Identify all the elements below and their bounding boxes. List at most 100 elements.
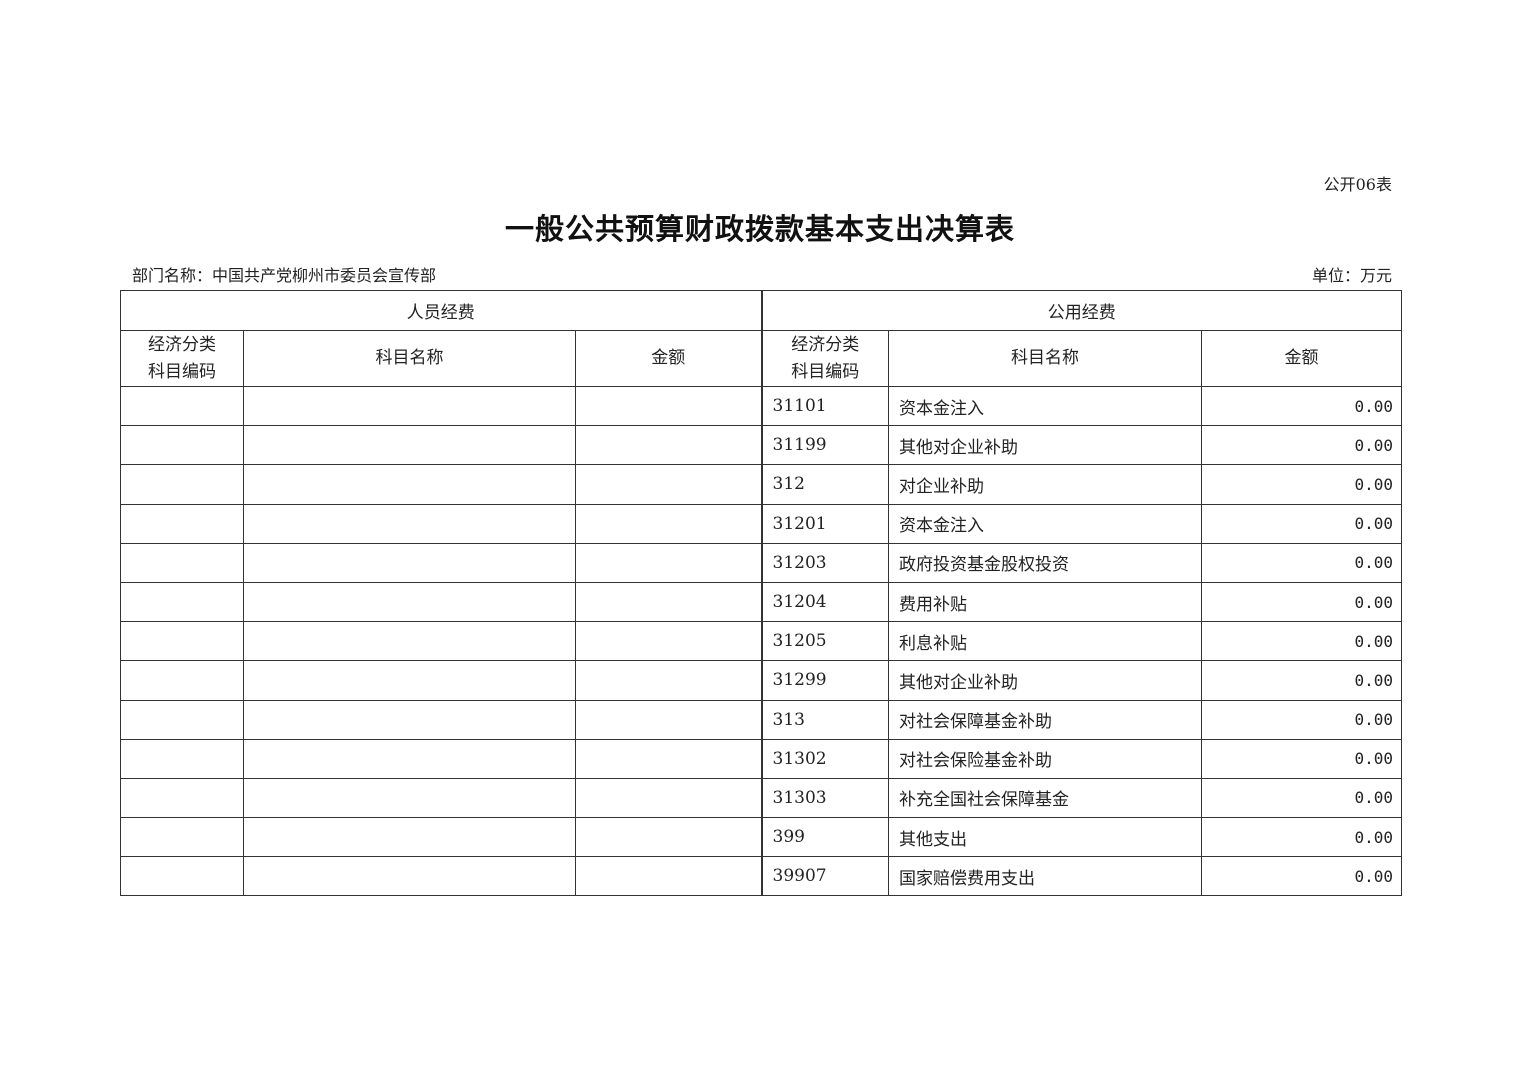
personnel-name-cell: [243, 738, 576, 779]
public-code-cell: 31205: [760, 621, 890, 662]
personnel-code-cell: [120, 464, 244, 505]
personnel-name-cell: [243, 385, 576, 427]
personnel-amount-cell: [574, 464, 763, 505]
table-row: 399 其他支出 0.00: [120, 817, 1403, 858]
group-header-public: 公用经费: [760, 290, 1403, 331]
personnel-amount-cell: [574, 856, 763, 897]
column-header-amount: 金额: [574, 330, 763, 387]
public-amount-cell: 0.00: [1201, 464, 1403, 505]
public-amount-cell: 0.00: [1201, 856, 1403, 897]
table-row: 31203 政府投资基金股权投资 0.00: [120, 542, 1403, 583]
public-amount-cell: 0.00: [1201, 699, 1403, 740]
public-name-cell: 对企业补助: [888, 464, 1203, 505]
public-code-cell: 399: [760, 817, 890, 858]
group-header-personnel: 人员经费: [119, 290, 763, 331]
public-amount-cell: 0.00: [1201, 777, 1403, 819]
public-name-cell: 利息补贴: [888, 621, 1203, 662]
table-row: 31101 资本金注入 0.00: [120, 385, 1403, 427]
public-code-cell: 31101: [760, 385, 890, 427]
column-header-amount: 金额: [1201, 330, 1403, 387]
personnel-amount-cell: [574, 699, 763, 740]
personnel-amount-cell: [574, 738, 763, 779]
table-row: 31302 对社会保险基金补助 0.00: [120, 738, 1403, 779]
public-name-cell: 资本金注入: [888, 385, 1203, 427]
public-amount-cell: 0.00: [1201, 385, 1403, 427]
personnel-amount-cell: [574, 425, 763, 466]
page-title: 一般公共预算财政拨款基本支出决算表: [504, 212, 1015, 246]
personnel-code-cell: [120, 817, 244, 858]
public-amount-cell: 0.00: [1201, 503, 1403, 544]
personnel-name-cell: [243, 856, 576, 897]
personnel-code-cell: [120, 621, 244, 662]
public-name-cell: 对社会保障基金补助: [888, 699, 1203, 740]
table-row: 39907 国家赔偿费用支出 0.00: [120, 856, 1403, 897]
public-code-cell: 31302: [760, 738, 890, 779]
public-amount-cell: 0.00: [1201, 621, 1403, 662]
personnel-amount-cell: [574, 542, 763, 583]
table-row: 31205 利息补贴 0.00: [120, 621, 1403, 662]
personnel-name-cell: [243, 660, 576, 701]
personnel-amount-cell: [574, 503, 763, 544]
public-name-cell: 资本金注入: [888, 503, 1203, 544]
table-row: 312 对企业补助 0.00: [120, 464, 1403, 505]
public-code-cell: 31303: [760, 777, 890, 819]
personnel-code-cell: [120, 856, 244, 897]
public-name-cell: 其他支出: [888, 817, 1203, 858]
personnel-code-cell: [120, 581, 244, 623]
table-row: 31204 费用补贴 0.00: [120, 581, 1403, 623]
table-row: 31303 补充全国社会保障基金 0.00: [120, 777, 1403, 819]
group-header-row: 人员经费 公用经费: [119, 290, 1403, 331]
column-header-name: 科目名称: [888, 330, 1203, 387]
public-name-cell: 其他对企业补助: [888, 660, 1203, 701]
column-header-name: 科目名称: [243, 330, 576, 387]
public-name-cell: 补充全国社会保障基金: [888, 777, 1203, 819]
public-name-cell: 国家赔偿费用支出: [888, 856, 1203, 897]
table-row: 31201 资本金注入 0.00: [120, 503, 1403, 544]
table-row: 313 对社会保障基金补助 0.00: [120, 699, 1403, 740]
public-name-cell: 其他对企业补助: [888, 425, 1203, 466]
public-amount-cell: 0.00: [1201, 738, 1403, 779]
personnel-code-cell: [120, 542, 244, 583]
personnel-amount-cell: [574, 581, 763, 623]
code-header-line2: 科目编码: [791, 361, 860, 382]
public-name-cell: 政府投资基金股权投资: [888, 542, 1203, 583]
public-name-cell: 对社会保险基金补助: [888, 738, 1203, 779]
form-number: 公开06表: [1323, 175, 1392, 194]
public-code-cell: 313: [760, 699, 890, 740]
public-amount-cell: 0.00: [1201, 660, 1403, 701]
expenditure-table: 人员经费 公用经费 经济分类科目编码 科目名称 金额 经济分类科目编码 科目名称…: [119, 290, 1403, 897]
public-code-cell: 39907: [760, 856, 890, 897]
public-code-cell: 31201: [760, 503, 890, 544]
public-name-cell: 费用补贴: [888, 581, 1203, 623]
personnel-code-cell: [120, 385, 244, 427]
personnel-amount-cell: [574, 660, 763, 701]
table-row: 31199 其他对企业补助 0.00: [120, 425, 1403, 466]
code-header-line2: 科目编码: [148, 361, 216, 382]
personnel-code-cell: [120, 738, 244, 779]
personnel-name-cell: [243, 777, 576, 819]
code-header-line1: 经济分类: [148, 334, 216, 355]
column-header-code: 经济分类 科目编码: [120, 330, 244, 387]
personnel-name-cell: [243, 542, 576, 583]
personnel-name-cell: [243, 817, 576, 858]
public-code-cell: 31199: [760, 425, 890, 466]
public-amount-cell: 0.00: [1201, 542, 1403, 583]
public-code-cell: 312: [760, 464, 890, 505]
personnel-code-cell: [120, 777, 244, 819]
personnel-amount-cell: [574, 817, 763, 858]
public-amount-cell: 0.00: [1201, 581, 1403, 623]
personnel-name-cell: [243, 581, 576, 623]
column-header-code: 经济分类 科目编码: [760, 330, 890, 387]
personnel-name-cell: [243, 699, 576, 740]
public-code-cell: 31203: [760, 542, 890, 583]
public-code-cell: 31204: [760, 581, 890, 623]
personnel-code-cell: [120, 699, 244, 740]
department-name: 部门名称：中国共产党柳州市委员会宣传部: [132, 266, 437, 285]
unit-label: 单位：万元: [1311, 266, 1392, 285]
code-header-line1: 经济分类: [791, 334, 860, 355]
personnel-code-cell: [120, 503, 244, 544]
public-amount-cell: 0.00: [1201, 817, 1403, 858]
column-header-row: 经济分类科目编码 科目名称 金额 经济分类科目编码 科目名称 金额: [120, 330, 1403, 387]
table-row: 31299 其他对企业补助 0.00: [120, 660, 1403, 701]
personnel-name-cell: [243, 621, 576, 662]
